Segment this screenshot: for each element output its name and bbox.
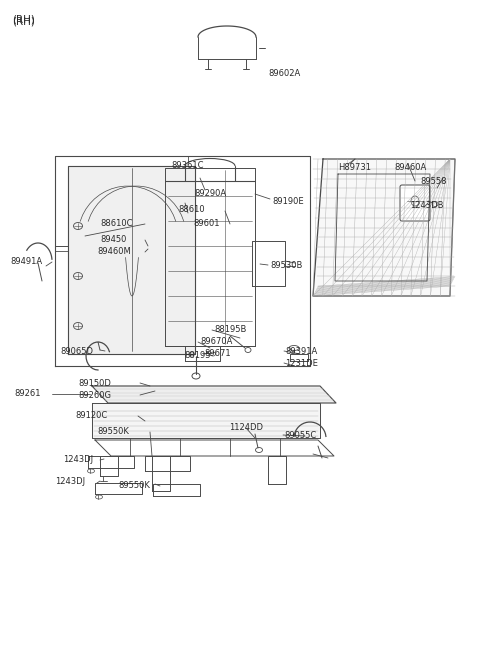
Polygon shape [153, 484, 200, 496]
Polygon shape [313, 159, 455, 296]
Polygon shape [95, 483, 142, 494]
Text: 89601: 89601 [193, 220, 219, 228]
Polygon shape [152, 456, 170, 491]
Polygon shape [268, 456, 286, 484]
Text: 88195: 88195 [185, 352, 211, 361]
Text: 1124DD: 1124DD [229, 424, 263, 432]
Text: 89460M: 89460M [97, 247, 131, 256]
Text: 89190E: 89190E [272, 197, 304, 207]
Text: 89550K: 89550K [118, 482, 150, 491]
Text: 89530B: 89530B [270, 260, 302, 270]
Text: 88610C: 88610C [100, 220, 132, 228]
Polygon shape [88, 456, 134, 468]
Text: (RH): (RH) [12, 16, 35, 26]
Text: 89290A: 89290A [194, 188, 226, 197]
Text: 89671: 89671 [204, 348, 230, 358]
Text: 89065D: 89065D [60, 346, 93, 356]
Text: 89670A: 89670A [200, 337, 232, 346]
Text: 88610: 88610 [179, 205, 205, 213]
Text: (RH): (RH) [12, 15, 35, 25]
Text: 1243DJ: 1243DJ [55, 476, 85, 485]
Text: 89558: 89558 [420, 176, 446, 186]
Text: 89055C: 89055C [284, 430, 316, 440]
Text: 89261: 89261 [14, 390, 40, 398]
Text: 89150D: 89150D [78, 379, 111, 388]
Polygon shape [100, 456, 118, 476]
Text: 89361C: 89361C [172, 161, 204, 171]
Text: 89491A: 89491A [10, 258, 42, 266]
Polygon shape [55, 156, 310, 366]
Polygon shape [145, 456, 190, 471]
Polygon shape [92, 386, 336, 403]
Text: 89391A: 89391A [285, 346, 317, 356]
Text: 89260G: 89260G [78, 390, 111, 400]
Text: 89450: 89450 [100, 236, 126, 245]
Text: 89550K: 89550K [97, 428, 129, 436]
Text: 89602A: 89602A [268, 70, 300, 79]
Text: 1231DE: 1231DE [285, 358, 318, 367]
Text: 89460A: 89460A [394, 163, 426, 171]
Text: 88195B: 88195B [214, 325, 246, 335]
Text: 1243DB: 1243DB [410, 201, 444, 211]
FancyBboxPatch shape [400, 185, 430, 221]
Polygon shape [92, 403, 320, 438]
Polygon shape [68, 166, 195, 354]
Text: 89120C: 89120C [75, 411, 107, 420]
Text: H89731: H89731 [338, 163, 371, 171]
Text: 1243DJ: 1243DJ [63, 455, 93, 464]
